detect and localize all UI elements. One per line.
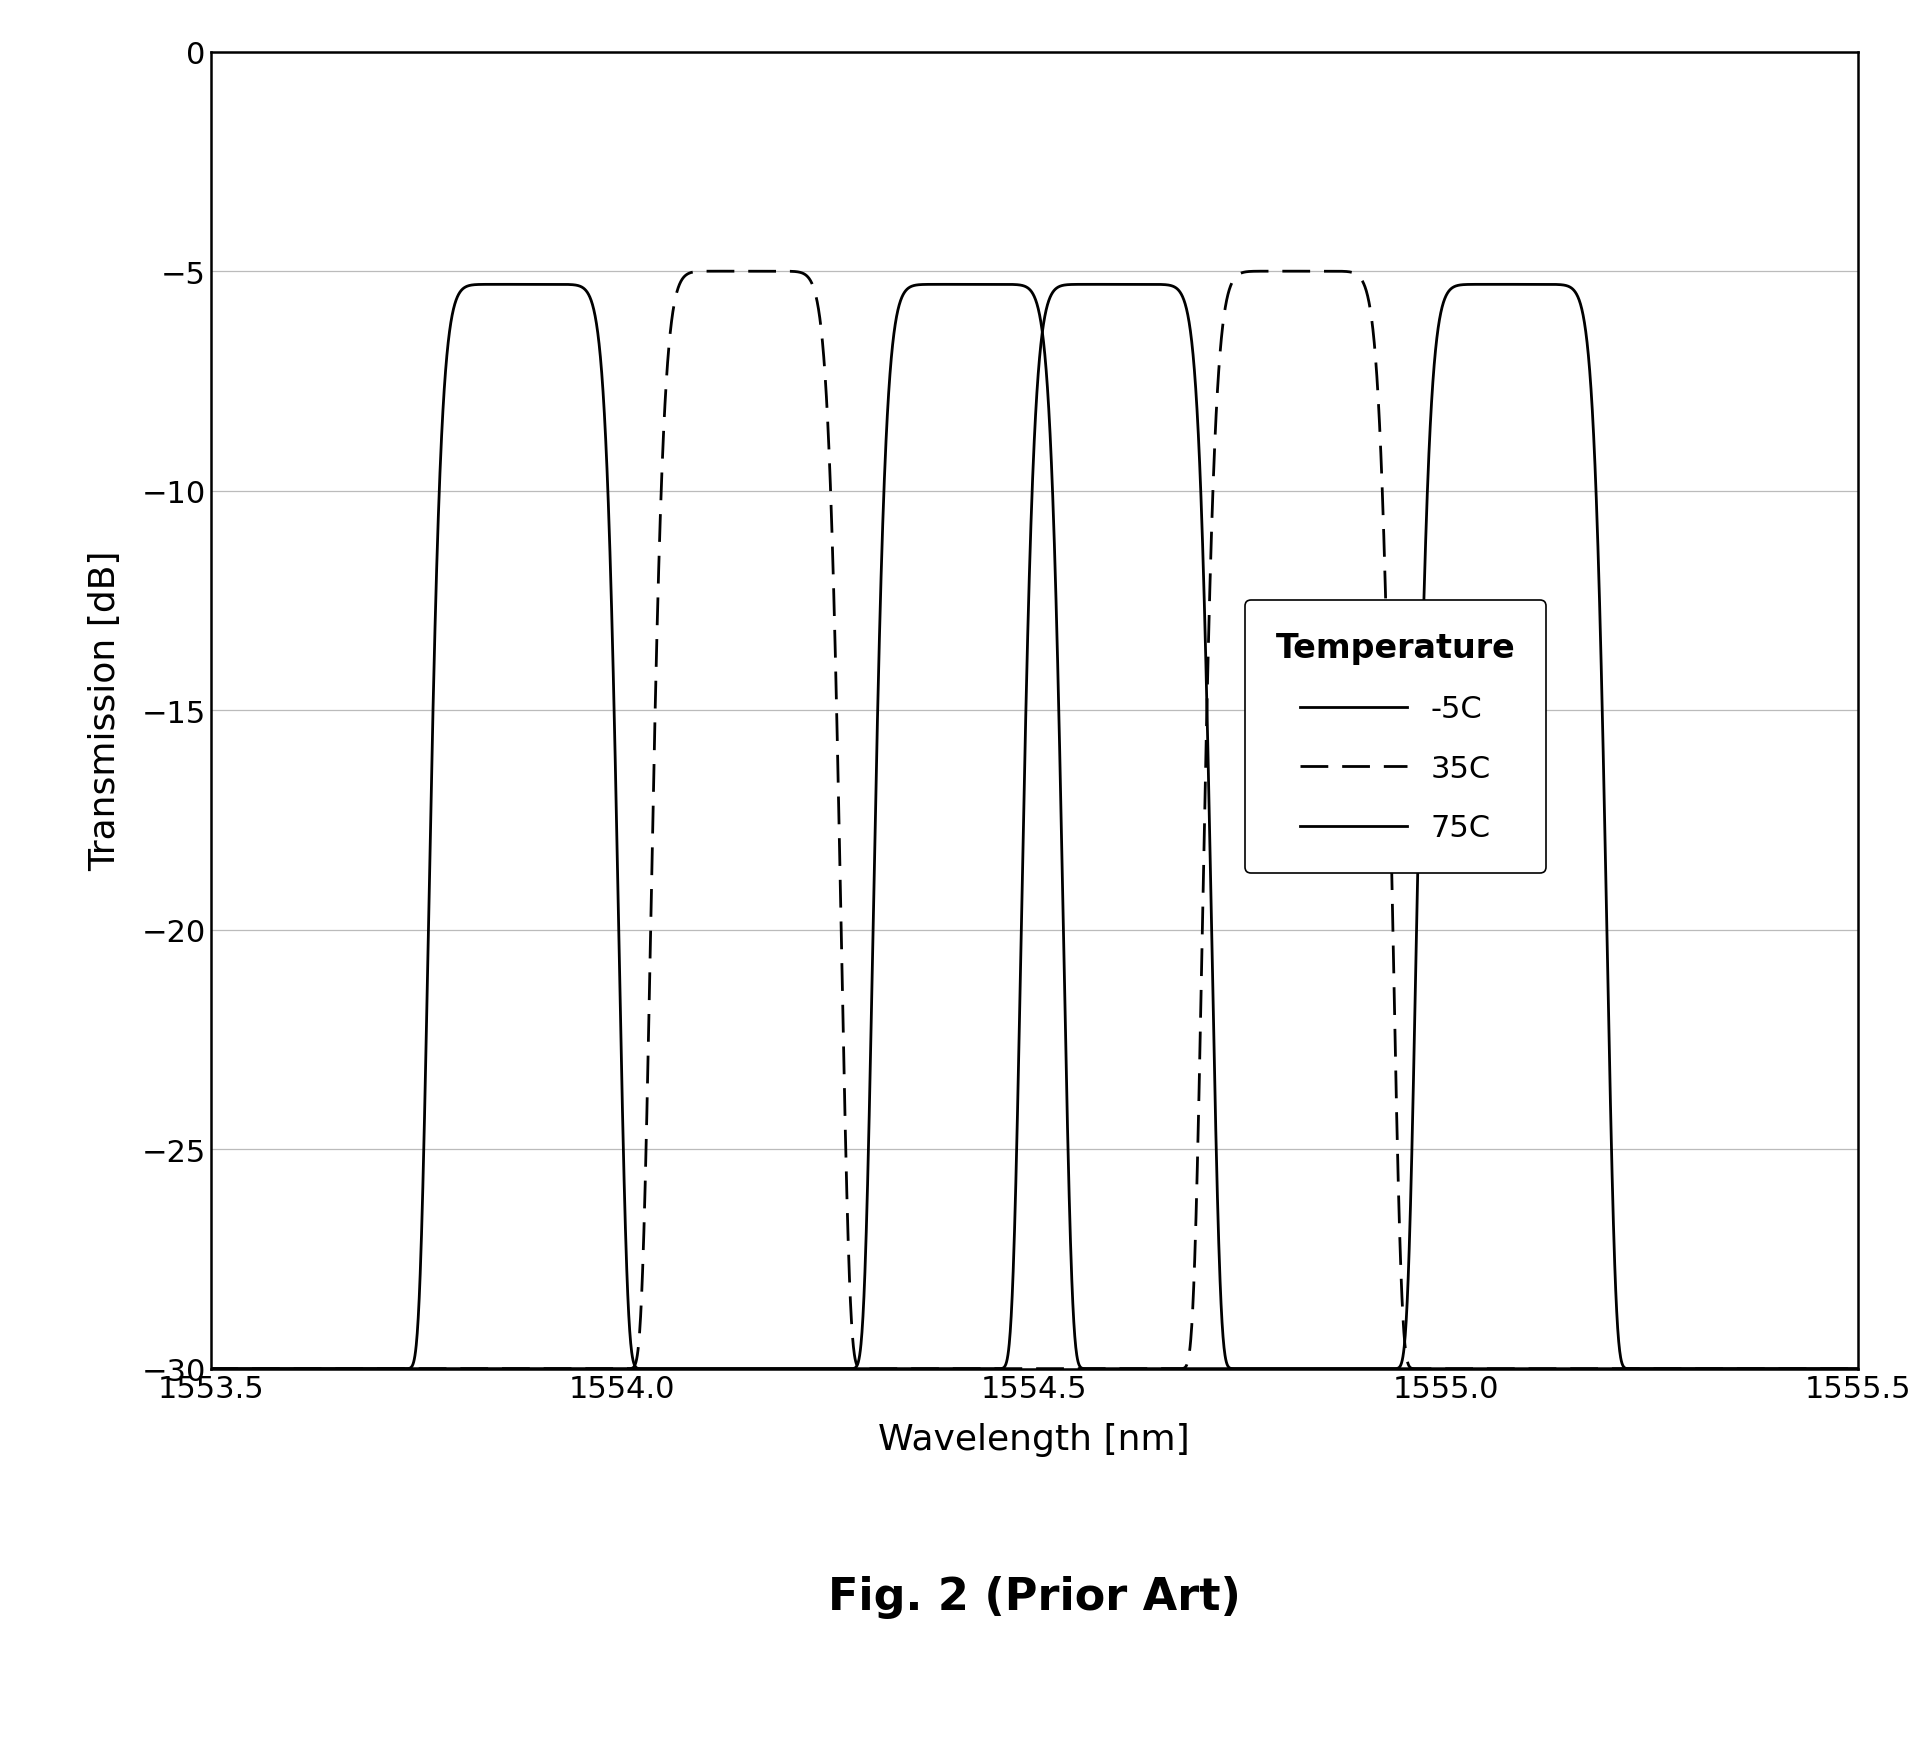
35C [921, 1358, 944, 1379]
-5C [779, 1358, 802, 1379]
-5C [507, 276, 530, 297]
-5C [921, 1358, 944, 1379]
75C [779, 1358, 802, 1379]
Line: -5C: -5C [46, 286, 1914, 1369]
-5C [494, 276, 517, 297]
75C [513, 1358, 536, 1379]
75C [34, 1358, 57, 1379]
35C [513, 1358, 536, 1379]
75C [951, 276, 974, 297]
35C [779, 261, 802, 283]
35C [494, 1358, 517, 1379]
Line: 75C: 75C [46, 286, 1914, 1369]
Y-axis label: Transmission [dB]: Transmission [dB] [88, 551, 122, 870]
Text: Fig. 2 (Prior Art): Fig. 2 (Prior Art) [827, 1576, 1240, 1618]
75C [503, 1358, 526, 1379]
X-axis label: Wavelength [nm]: Wavelength [nm] [879, 1422, 1189, 1457]
35C [34, 1358, 57, 1379]
-5C [503, 276, 526, 297]
75C [919, 276, 942, 297]
35C [503, 1358, 526, 1379]
-5C [515, 276, 538, 297]
Legend: -5C, 35C, 75C: -5C, 35C, 75C [1244, 600, 1545, 874]
75C [494, 1358, 517, 1379]
35C [729, 261, 752, 283]
-5C [34, 1358, 57, 1379]
Line: 35C: 35C [46, 272, 1914, 1369]
